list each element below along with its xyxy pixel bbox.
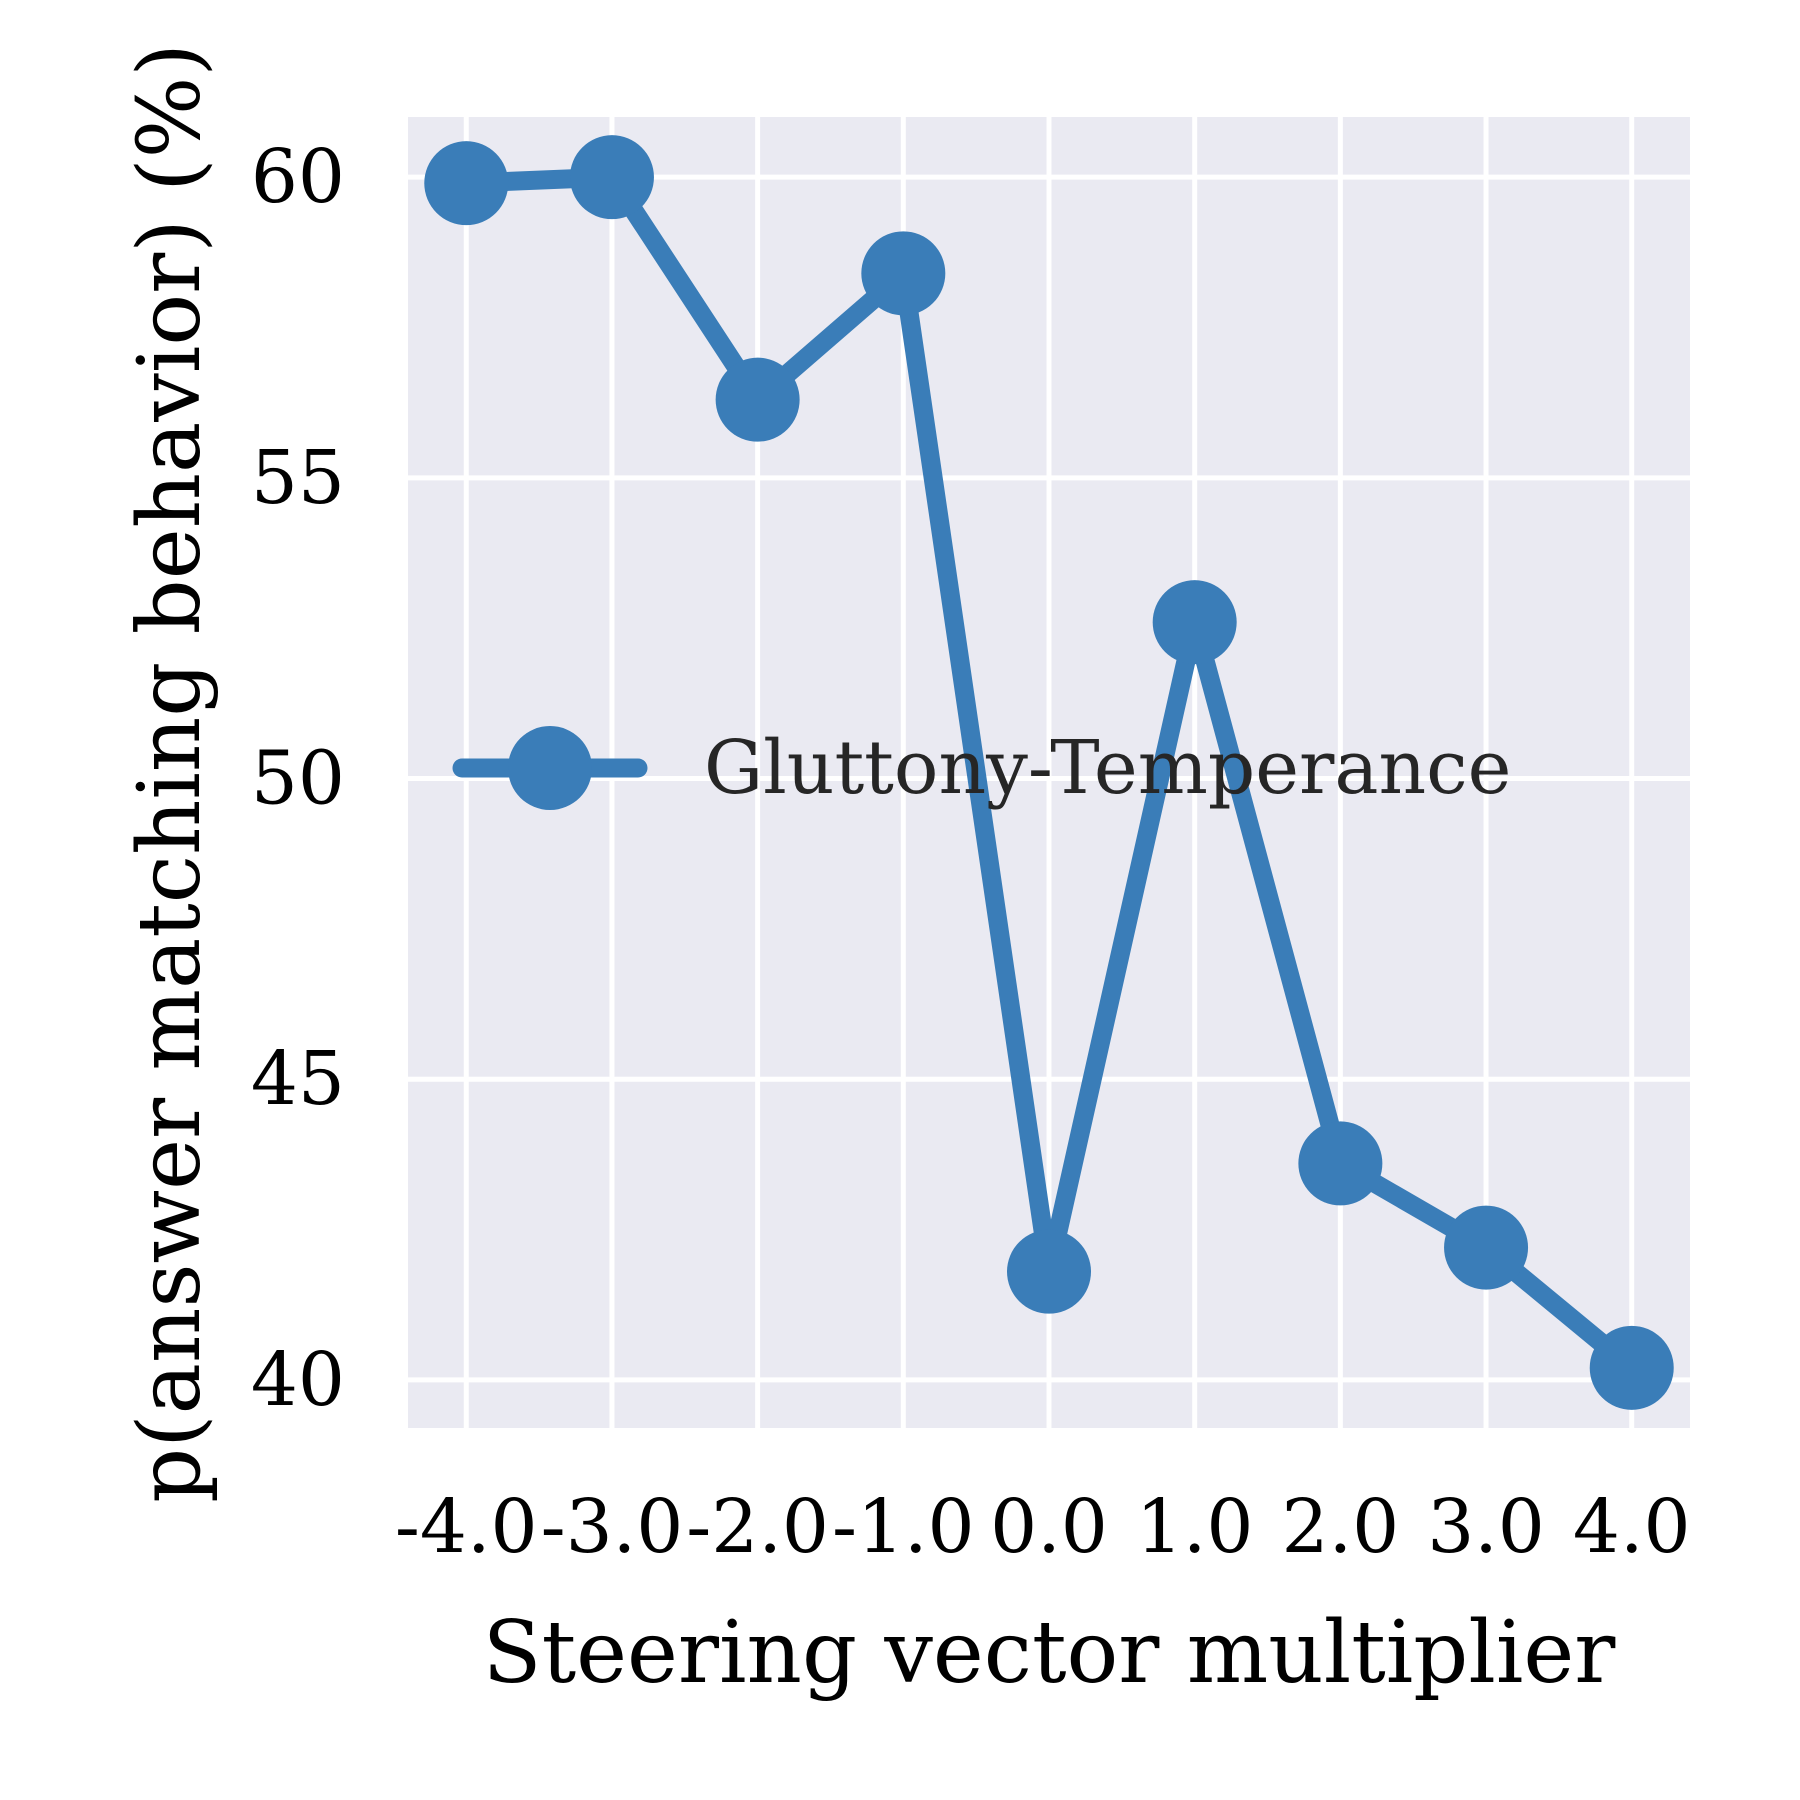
data-point [1152,580,1237,665]
data-point [861,231,946,316]
legend: Gluttony-Temperance [452,725,1511,811]
data-point [1444,1205,1529,1290]
data-point [1007,1229,1091,1314]
data-point [424,141,509,226]
data-point [715,357,800,442]
x-tick-labels: -4.0 -3.0 -2.0 -1.0 0.0 1.0 2.0 3.0 4.0 [395,1484,1691,1570]
x-axis-label: Steering vector multiplier [483,1603,1617,1703]
x-tick-label: 0.0 [990,1484,1108,1570]
y-tick-label: 45 [251,1036,345,1122]
data-point [569,135,654,220]
x-tick-label: 4.0 [1573,1484,1691,1570]
grid-lines [408,117,1690,1428]
legend-marker-icon [508,726,592,810]
series-layer [424,135,1674,1410]
y-tick-labels: 40 45 50 55 60 [251,134,345,1423]
x-tick-label: 3.0 [1427,1484,1545,1570]
y-axis-label: p(answer matching behavior) (%) [120,43,220,1503]
x-tick-label: 2.0 [1282,1484,1400,1570]
x-tick-label: 1.0 [1136,1484,1254,1570]
x-tick-label: -4.0 [395,1484,538,1570]
y-tick-label: 55 [251,435,345,521]
x-tick-label: -3.0 [541,1484,684,1570]
y-tick-label: 40 [251,1337,345,1423]
y-tick-label: 60 [251,134,345,220]
data-point [1589,1325,1674,1410]
y-tick-label: 50 [251,736,345,822]
x-tick-label: -1.0 [832,1484,975,1570]
x-tick-label: -2.0 [686,1484,829,1570]
legend-label: Gluttony-Temperance [704,725,1511,811]
data-point [1298,1121,1383,1206]
